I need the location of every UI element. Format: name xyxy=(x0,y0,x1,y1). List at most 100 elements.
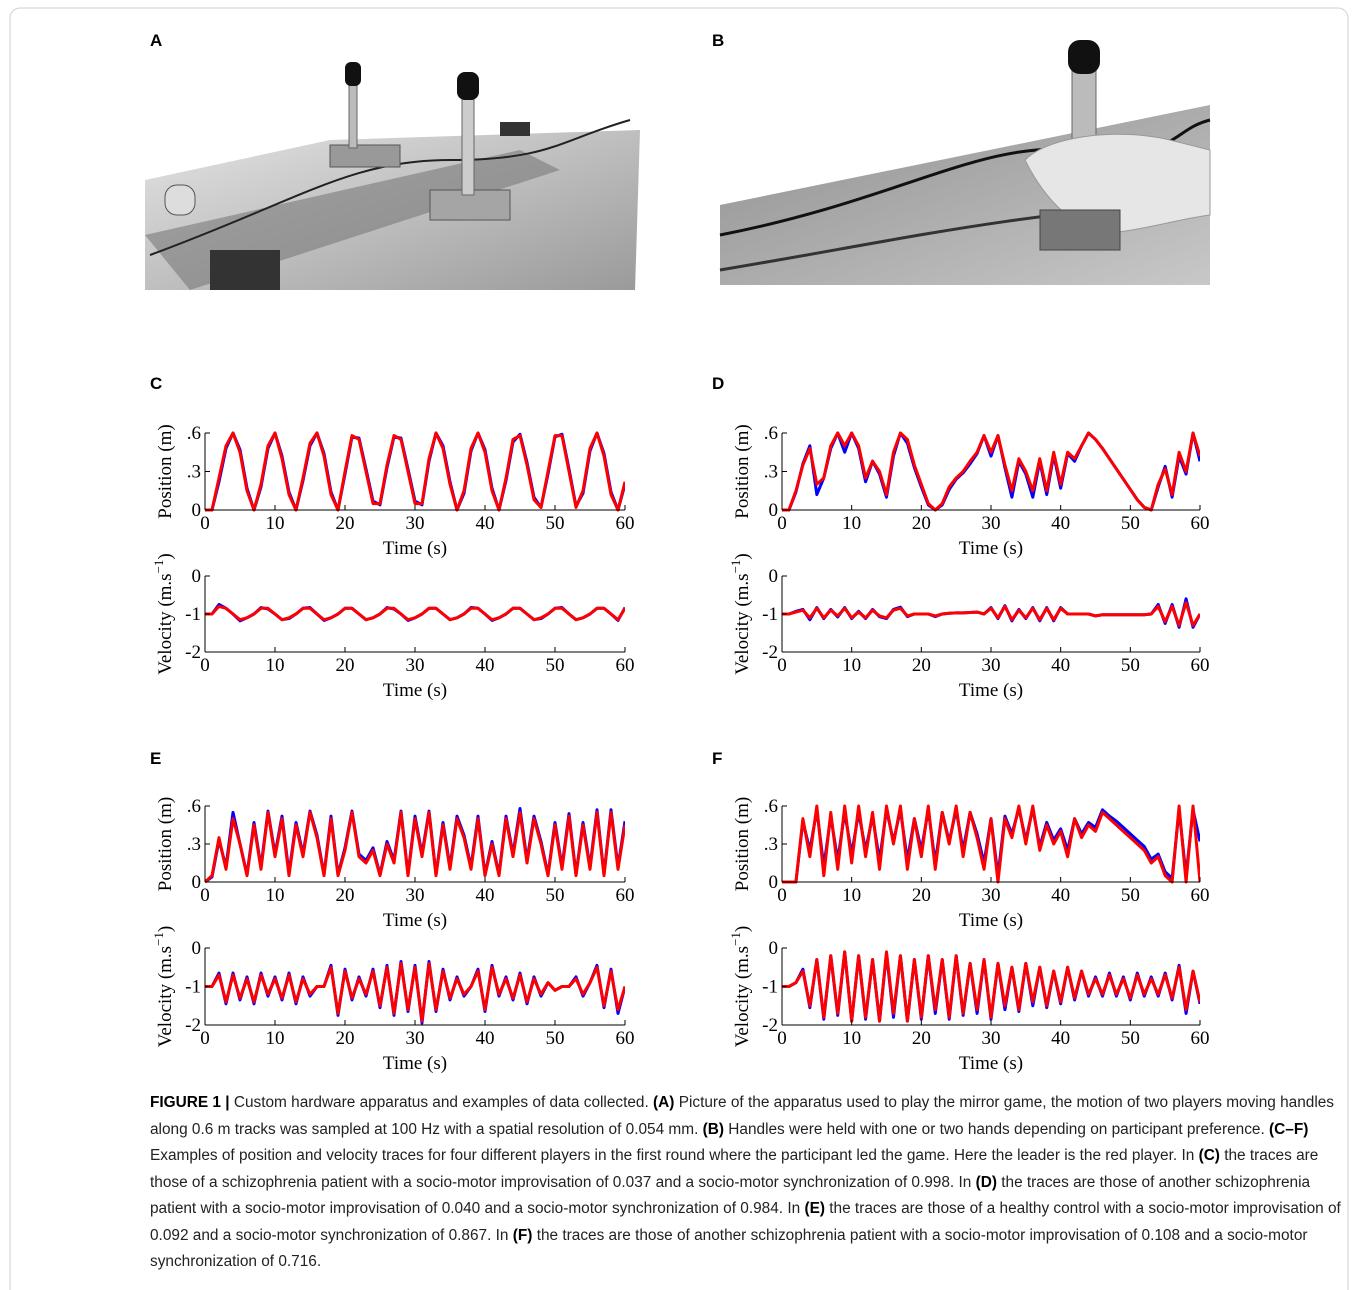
x-tick-label: 0 xyxy=(200,1028,210,1049)
y-tick-label: .6 xyxy=(187,796,201,817)
x-tick-label: 0 xyxy=(200,885,210,906)
x-tick-label: 50 xyxy=(1121,1028,1140,1049)
y-tick-label: -2 xyxy=(762,642,778,663)
caption-bold: (F) xyxy=(512,1226,533,1244)
x-tick-label: 60 xyxy=(1191,655,1210,676)
caption-bold: (C–F) xyxy=(1269,1120,1309,1138)
y-tick-label: -2 xyxy=(185,642,201,663)
x-tick-label: 30 xyxy=(406,885,425,906)
caption-text: the traces are those of a schizophrenia … xyxy=(150,1147,1323,1191)
caption-bold: (D) xyxy=(975,1173,997,1191)
y-axis-label-sup: −1 xyxy=(151,932,166,946)
caption-bold: (B) xyxy=(702,1120,724,1138)
x-axis-label: Time (s) xyxy=(383,1053,447,1074)
y-tick-label: .3 xyxy=(764,462,778,483)
x-tick-label: 50 xyxy=(1121,655,1140,676)
x-axis-label: Time (s) xyxy=(959,680,1023,701)
y-tick-label: .6 xyxy=(764,796,778,817)
x-tick-label: 20 xyxy=(336,1028,355,1049)
y-tick-label: 0 xyxy=(769,566,779,587)
caption-text: Picture of the apparatus used to play th… xyxy=(150,1094,1339,1138)
panel-label: C xyxy=(150,374,162,393)
x-axis-label: Time (s) xyxy=(959,910,1023,931)
y-tick-label: -2 xyxy=(185,1015,201,1036)
x-tick-label: 30 xyxy=(406,513,425,534)
panel-label: A xyxy=(150,31,162,50)
y-tick-label: .6 xyxy=(764,423,778,444)
x-tick-label: 20 xyxy=(912,1028,931,1049)
caption-text: the traces are those of a healthy contro… xyxy=(150,1200,1346,1244)
trace xyxy=(782,950,1200,1023)
x-tick-label: 30 xyxy=(982,885,1001,906)
y-tick-label: -2 xyxy=(762,1015,778,1036)
x-tick-label: 50 xyxy=(546,655,565,676)
caption-text: the traces are those of another schizoph… xyxy=(150,1226,1312,1271)
caption-text: the traces are those of another schizoph… xyxy=(150,1173,1315,1218)
x-tick-label: 20 xyxy=(912,885,931,906)
trace xyxy=(205,961,625,1023)
x-axis-label: Time (s) xyxy=(959,1053,1023,1074)
x-tick-label: 40 xyxy=(476,655,495,676)
x-tick-label: 60 xyxy=(1191,1028,1210,1049)
x-tick-label: 60 xyxy=(616,655,635,676)
panel-label: E xyxy=(150,749,161,768)
x-tick-label: 10 xyxy=(842,1028,861,1049)
y-axis-label-text: Velocity (m.s xyxy=(155,946,176,1047)
x-tick-label: 20 xyxy=(912,513,931,534)
x-tick-label: 10 xyxy=(266,655,285,676)
x-tick-label: 60 xyxy=(616,1028,635,1049)
x-tick-label: 50 xyxy=(1121,513,1140,534)
x-tick-label: 40 xyxy=(1051,1028,1070,1049)
x-tick-label: 10 xyxy=(266,885,285,906)
y-tick-label: 0 xyxy=(769,938,779,959)
x-tick-label: 50 xyxy=(546,1028,565,1049)
x-axis-label: Time (s) xyxy=(383,538,447,559)
trace xyxy=(782,431,1200,512)
caption-text: Custom hardware apparatus and examples o… xyxy=(229,1094,654,1111)
trace xyxy=(205,604,625,622)
y-axis-label-text: Position (m) xyxy=(732,797,753,891)
y-axis-label: Position (m) xyxy=(732,797,753,891)
trace xyxy=(782,601,1200,627)
caption-text: Examples of position and velocity traces… xyxy=(150,1120,1313,1164)
x-tick-label: 30 xyxy=(982,513,1001,534)
y-tick-label: -1 xyxy=(762,604,778,625)
y-axis-label-text: Velocity (m.s xyxy=(155,573,176,674)
y-tick-label: 0 xyxy=(192,566,202,587)
x-tick-label: 60 xyxy=(616,885,635,906)
y-tick-label: .3 xyxy=(187,462,201,483)
x-tick-label: 50 xyxy=(546,885,565,906)
x-tick-label: 50 xyxy=(1121,885,1140,906)
x-tick-label: 40 xyxy=(1051,655,1070,676)
y-axis-label: Velocity (m.s−1) xyxy=(728,553,753,675)
y-axis-label: Velocity (m.s−1) xyxy=(728,926,753,1048)
y-tick-label: -1 xyxy=(762,977,778,998)
x-axis-label: Time (s) xyxy=(959,538,1023,559)
y-axis-label: Position (m) xyxy=(732,424,753,518)
y-tick-label: .3 xyxy=(764,834,778,855)
x-tick-label: 10 xyxy=(266,513,285,534)
caption: FIGURE 1 | Custom hardware apparatus and… xyxy=(150,1090,1350,1276)
x-tick-label: 30 xyxy=(406,655,425,676)
x-tick-label: 20 xyxy=(336,655,355,676)
y-tick-label: 0 xyxy=(192,938,202,959)
y-tick-label: 0 xyxy=(192,872,202,893)
trace xyxy=(205,810,625,884)
photo-b xyxy=(719,38,1211,285)
x-tick-label: 10 xyxy=(266,1028,285,1049)
y-axis-label-sup: −1 xyxy=(728,560,743,574)
x-tick-label: 40 xyxy=(476,885,495,906)
y-tick-label: .3 xyxy=(187,834,201,855)
x-tick-label: 30 xyxy=(982,1028,1001,1049)
x-tick-label: 40 xyxy=(1051,885,1070,906)
caption-bold: (C) xyxy=(1198,1147,1220,1164)
y-tick-label: 0 xyxy=(192,500,202,521)
y-axis-label-end: ) xyxy=(732,553,753,559)
x-tick-label: 40 xyxy=(476,1028,495,1049)
trace xyxy=(205,431,625,512)
x-tick-label: 0 xyxy=(777,513,787,534)
y-axis-label-text: Position (m) xyxy=(732,424,753,518)
y-axis-label-text: Position (m) xyxy=(155,797,176,891)
y-axis-label: Velocity (m.s−1) xyxy=(151,926,176,1048)
